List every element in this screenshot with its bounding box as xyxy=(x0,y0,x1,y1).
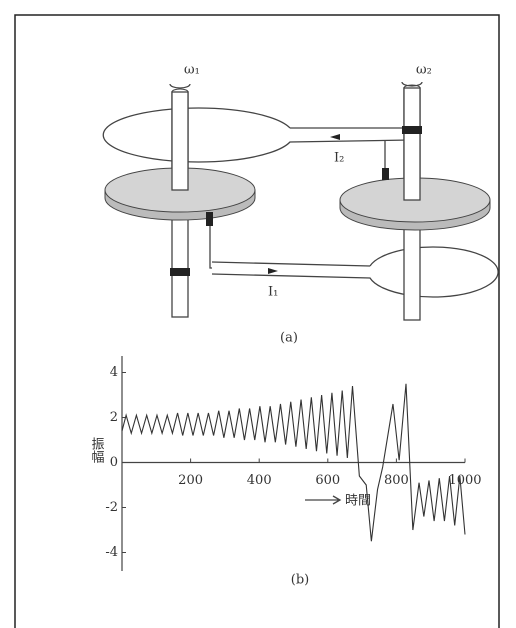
x-tick-label: 200 xyxy=(178,473,203,488)
arrow xyxy=(305,496,340,504)
figure: ω₁ ω₂ I₂ I₁ (a) (b) 時間 振幅 420-2-42004006… xyxy=(0,0,516,628)
disc-outline xyxy=(212,247,498,297)
x-tick-label: 800 xyxy=(384,473,409,488)
brush xyxy=(170,268,190,276)
y-axis-label: 振幅 xyxy=(89,437,105,464)
y-tick-label: 4 xyxy=(110,365,118,380)
brush xyxy=(382,168,389,180)
x-tick-label: 1000 xyxy=(448,473,481,488)
rotation-arrow xyxy=(170,84,190,88)
current-label: I₁ xyxy=(268,285,278,300)
y-tick-label: 2 xyxy=(110,410,118,425)
rotation-arrow xyxy=(402,82,422,86)
omega-label: ω₂ xyxy=(416,63,432,78)
current-label: I₂ xyxy=(334,151,344,166)
x-tick-label: 600 xyxy=(315,473,340,488)
wire xyxy=(210,226,212,268)
y-tick-label: -4 xyxy=(105,545,118,560)
x-tick-label: 400 xyxy=(247,473,272,488)
omega-label: ω₁ xyxy=(184,63,200,78)
dynamo-diagram: ω₁ ω₂ I₂ I₁ (a) xyxy=(103,63,498,346)
arrow xyxy=(330,134,340,140)
disc-outline xyxy=(103,108,410,162)
brush xyxy=(206,212,213,226)
shaft xyxy=(404,88,420,200)
brush xyxy=(402,126,422,134)
arrow xyxy=(268,268,278,274)
frame xyxy=(15,15,499,628)
shaft xyxy=(172,92,188,190)
y-tick-label: 0 xyxy=(110,455,118,470)
y-tick-label: -2 xyxy=(105,500,118,515)
caption: (a) xyxy=(280,331,298,346)
caption: (b) xyxy=(291,573,309,588)
